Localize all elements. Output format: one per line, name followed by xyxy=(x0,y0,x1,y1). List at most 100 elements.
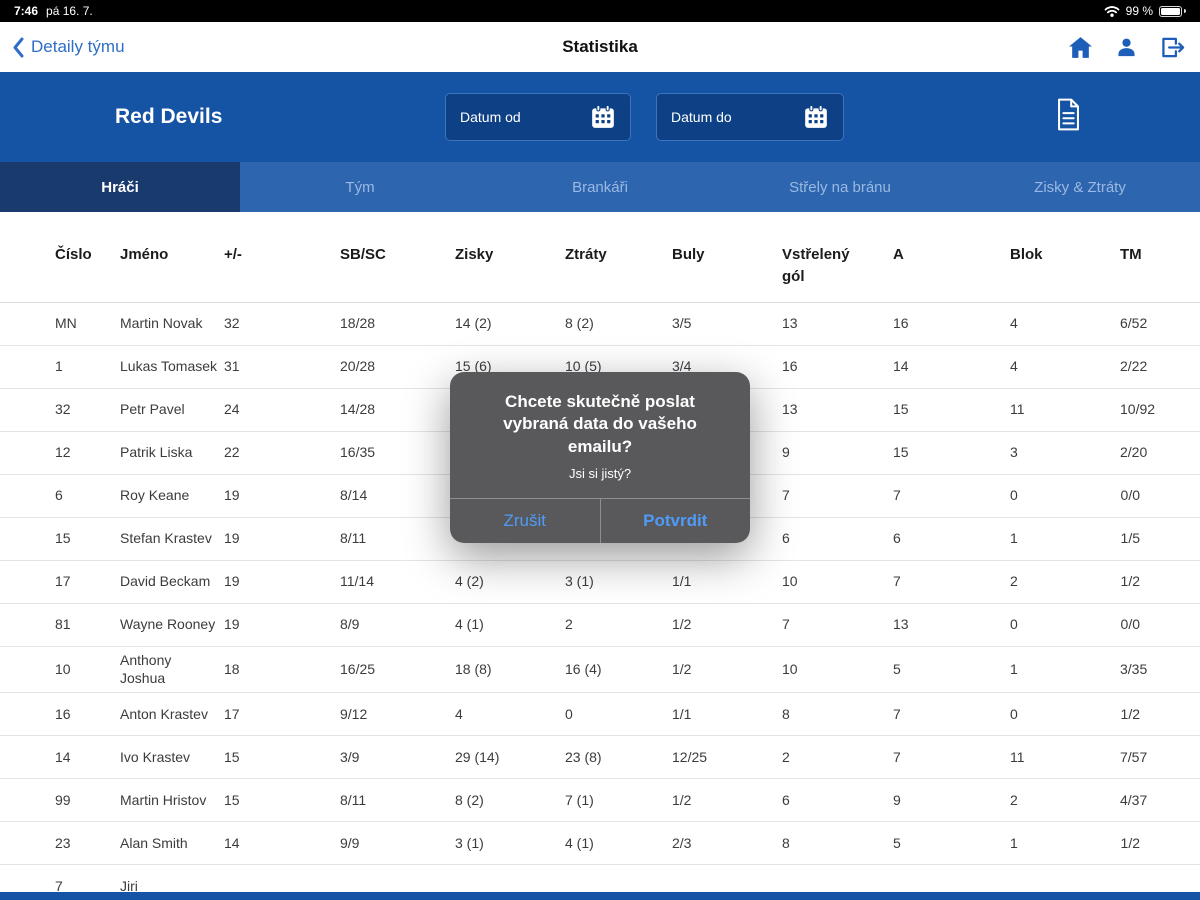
back-chevron-icon xyxy=(12,37,24,58)
cell: 19 xyxy=(224,573,240,590)
battery-percent: 99 % xyxy=(1125,4,1153,18)
tab-0[interactable]: Hráči xyxy=(0,162,240,212)
cell xyxy=(782,882,893,890)
cell: 10 xyxy=(782,573,798,590)
cell: 19 xyxy=(224,530,240,547)
date-from-label: Datum od xyxy=(460,109,521,125)
table-row[interactable]: 7 Jiri xyxy=(0,865,1200,900)
cell: 3/35 xyxy=(1120,660,1148,677)
cell: 1 xyxy=(55,358,63,375)
cell: 4 (1) xyxy=(455,616,484,633)
tab-4[interactable]: Zisky & Ztráty xyxy=(1034,178,1126,196)
cell: 9 xyxy=(893,791,901,808)
cell: 31 xyxy=(224,358,240,375)
cell: 1/2 xyxy=(672,616,692,633)
tab-2[interactable]: Brankáři xyxy=(572,178,628,196)
calendar-icon xyxy=(803,104,829,130)
cell: 7 xyxy=(893,487,901,504)
table-row[interactable]: 14 Ivo Krastev 15 3/9 29 (14) 23 (8) 12/25 2 7 11… xyxy=(0,736,1200,780)
cell: Anthony Joshua xyxy=(120,651,172,687)
cell: 22 xyxy=(224,444,240,461)
cell: 3/9 xyxy=(340,748,360,765)
cell: 18/28 xyxy=(340,315,376,332)
battery-nub xyxy=(1184,9,1186,13)
email-confirm-dialog: Chcete skutečně poslat vybraná data do v… xyxy=(450,372,751,544)
cell: 17 xyxy=(55,573,71,590)
cell: 11 xyxy=(1010,748,1025,765)
cell: 16 xyxy=(893,315,909,332)
back-button[interactable]: Detaily týmu xyxy=(12,37,125,58)
cell: 16/35 xyxy=(340,444,376,461)
table-row[interactable]: 16 Anton Krastev 17 9/12 4 0 1/1 8 7 0 1/2 xyxy=(0,693,1200,737)
cell: 8/11 xyxy=(340,791,367,808)
cell: 4 (1) xyxy=(565,834,594,851)
home-icon[interactable] xyxy=(1068,36,1093,59)
cell: 8/14 xyxy=(340,487,368,504)
report-icon[interactable] xyxy=(1055,98,1082,136)
page-title: Statistika xyxy=(562,37,638,56)
cell: 8 xyxy=(782,834,790,851)
table-row[interactable]: 10 Anthony Joshua 18 16/25 18 (8) 16 (4) 1/2 10… xyxy=(0,647,1200,694)
table-row[interactable]: 15 Stefan Krastev 19 8/11 6 6 1 1/5 xyxy=(0,518,1200,561)
cell: 15 xyxy=(893,444,909,461)
cell: 8/11 xyxy=(340,530,367,547)
cell: Martin Novak xyxy=(120,315,203,332)
cell xyxy=(455,882,565,890)
cell: 15 xyxy=(55,530,71,547)
cell: 1 xyxy=(1010,834,1018,851)
cell: 6 xyxy=(782,791,790,808)
cell: David Beckam xyxy=(120,573,211,590)
cell: 20/28 xyxy=(340,358,376,375)
cell: 19 xyxy=(224,487,240,504)
cell: 29 (14) xyxy=(455,748,500,765)
tab-3[interactable]: Střely na bránu xyxy=(789,178,891,196)
table-row[interactable]: 17 David Beckam 19 11/14 4 (2) 3 (1) 1/1 10 7 2 1/… xyxy=(0,561,1200,604)
cell xyxy=(340,882,455,890)
cell: Lukas Tomasek xyxy=(120,358,218,375)
stats-table: Číslo Jméno +/- SB/SC Zisky Ztráty Buly Vstřele… xyxy=(0,212,1200,900)
cell: 1/2 xyxy=(1120,834,1140,851)
table-row[interactable]: 81 Wayne Rooney 19 8/9 4 (1) 2 1/2 7 13 0 0/0 xyxy=(0,604,1200,647)
cell: 1 xyxy=(1010,660,1018,677)
cell: 7 xyxy=(893,705,901,722)
column-header: Zisky xyxy=(455,246,494,263)
cell: 1/2 xyxy=(672,791,692,808)
cell: 16/25 xyxy=(340,660,376,677)
cell: 14 xyxy=(893,358,909,375)
cell: 2/3 xyxy=(672,834,692,851)
cell: 14 (2) xyxy=(455,315,492,332)
confirm-button[interactable]: Potvrdit xyxy=(599,499,751,544)
cell: 15 xyxy=(224,748,240,765)
column-header: Buly xyxy=(672,246,705,263)
cell: 2 xyxy=(1010,573,1018,590)
cell: 9/9 xyxy=(340,834,360,851)
cell xyxy=(224,882,340,890)
cell: 1/2 xyxy=(672,660,692,677)
cell: Patrik Liska xyxy=(120,444,193,461)
cell: Martin Hristov xyxy=(120,791,207,808)
table-row[interactable]: MN Martin Novak 32 18/28 14 (2) 8 (2) 3/5 13 16 4… xyxy=(0,303,1200,346)
tab-1[interactable]: Tým xyxy=(345,178,375,196)
cell: 8 xyxy=(782,705,790,722)
cell: 13 xyxy=(782,401,798,418)
logout-icon[interactable] xyxy=(1160,36,1186,59)
column-header: Vstřelený gól xyxy=(782,246,850,285)
cell: 1/2 xyxy=(1120,705,1140,722)
table-row[interactable]: 23 Alan Smith 14 9/9 3 (1) 4 (1) 2/3 8 5 1 1/2 xyxy=(0,822,1200,866)
dialog-title: Chcete skutečně poslat vybraná data do v… xyxy=(503,392,697,456)
cell xyxy=(893,882,1010,890)
cell: 8 (2) xyxy=(565,315,594,332)
cell: 2 xyxy=(565,616,573,633)
date-to-field[interactable]: Datum do xyxy=(656,93,844,141)
cell: 10 (5) xyxy=(565,358,602,375)
date-from-field[interactable]: Datum od xyxy=(445,93,631,141)
profile-icon[interactable] xyxy=(1115,36,1138,59)
table-row[interactable]: 99 Martin Hristov 15 8/11 8 (2) 7 (1) 1/2 6 9 2 4/… xyxy=(0,779,1200,823)
cell: 5 xyxy=(893,834,901,851)
tab-bar: Hráči Tým Brankáři Střely na bránu Zisky & Z… xyxy=(0,162,1200,212)
cancel-button[interactable]: Zrušit xyxy=(503,511,547,531)
column-header: SB/SC xyxy=(340,246,386,263)
cell: 7 xyxy=(782,616,790,633)
cell: 2 xyxy=(1010,791,1018,808)
